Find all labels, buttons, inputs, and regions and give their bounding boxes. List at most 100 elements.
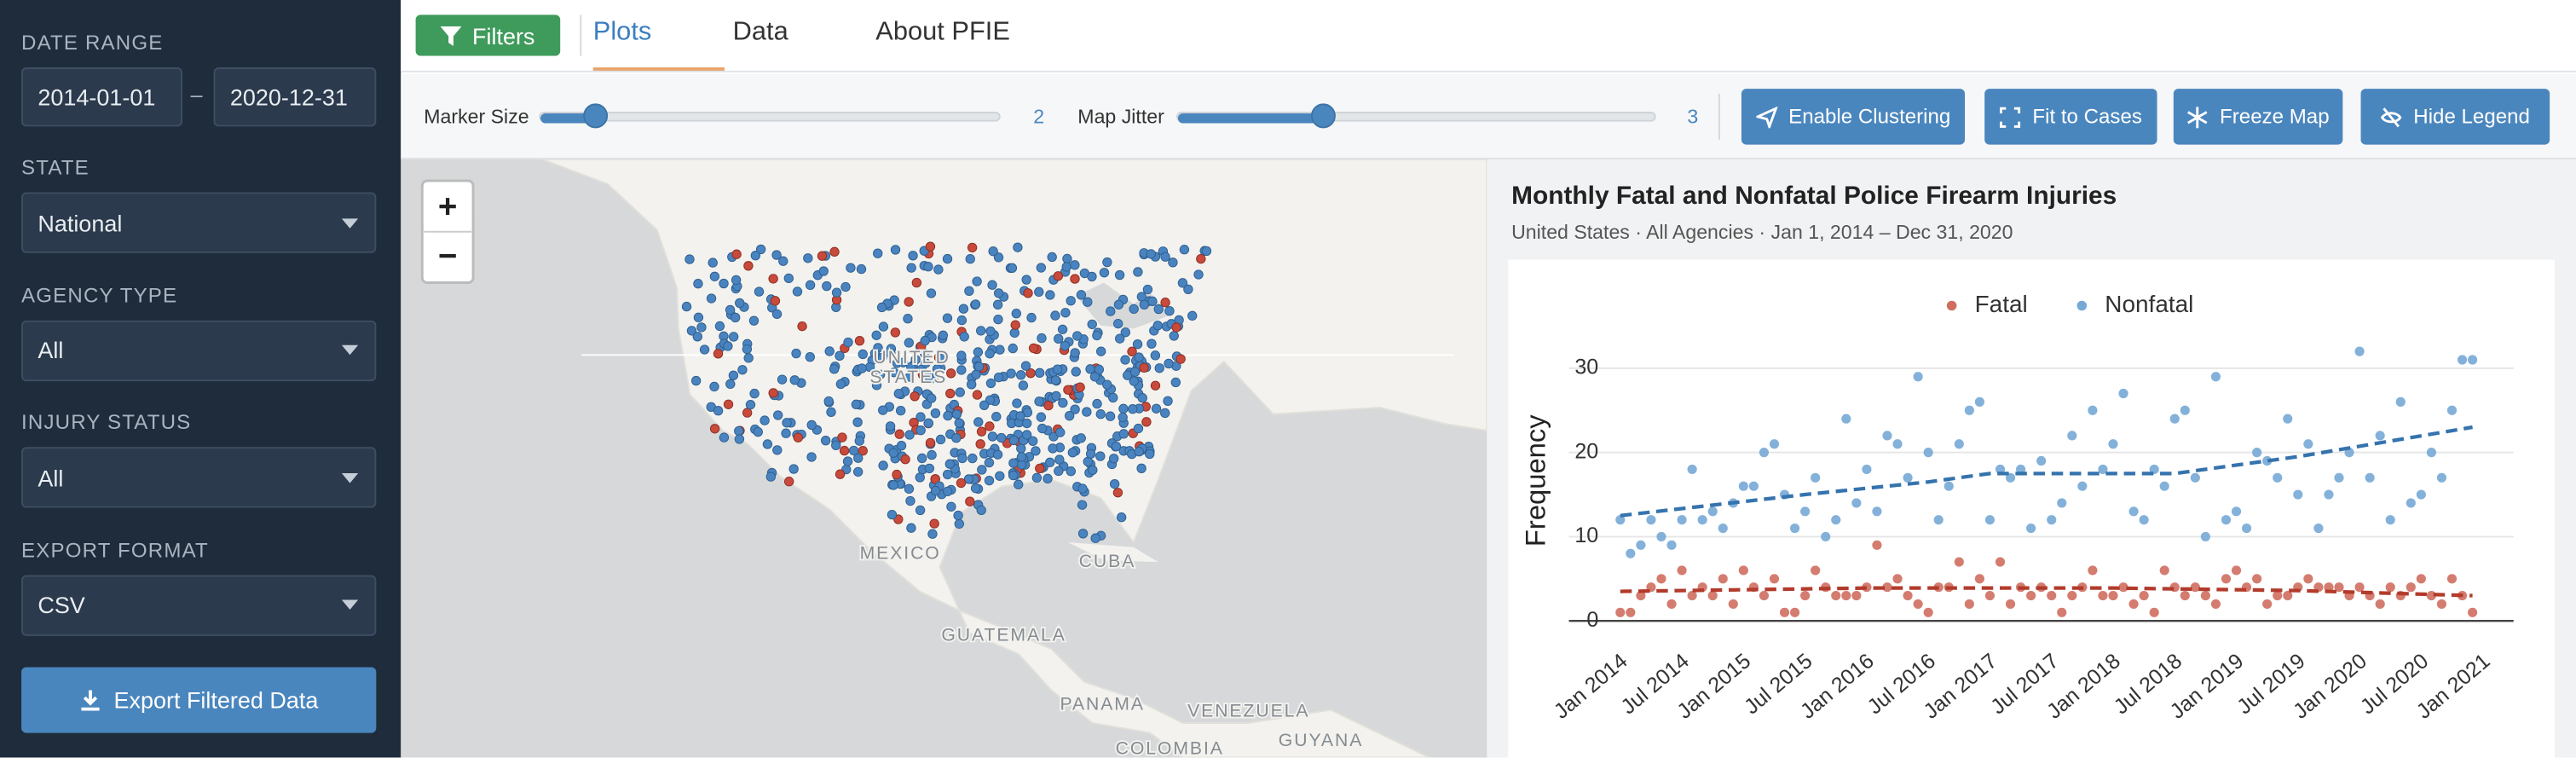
data-point: [2303, 439, 2313, 449]
case-marker: [1141, 417, 1152, 427]
y-axis-label: Frequency: [1520, 414, 1551, 547]
case-marker: [887, 509, 898, 520]
case-marker: [945, 368, 956, 379]
slider-handle[interactable]: [1310, 103, 1336, 129]
slider-label: Map Jitter: [1077, 105, 1164, 129]
case-marker: [1183, 284, 1193, 294]
map-button[interactable]: Enable Clustering: [1741, 89, 1966, 145]
data-point: [2375, 599, 2385, 610]
tab[interactable]: About PFIE: [875, 18, 1010, 46]
case-marker: [1071, 367, 1081, 377]
data-point: [2406, 498, 2416, 508]
case-marker: [1060, 308, 1071, 318]
case-marker: [1129, 304, 1139, 315]
data-point: [2057, 498, 2067, 508]
case-marker: [956, 315, 967, 326]
date-input[interactable]: 2014-01-01: [21, 67, 182, 127]
case-markers: [681, 241, 1212, 543]
slider-track: [1175, 112, 1656, 124]
case-marker: [923, 418, 933, 428]
field-label: EXPORT FORMAT: [21, 538, 209, 562]
data-point: [2190, 582, 2200, 593]
export-button[interactable]: Export Filtered Data: [21, 667, 377, 733]
case-marker: [1164, 306, 1175, 316]
case-marker: [951, 433, 962, 443]
case-marker: [854, 436, 864, 446]
select-box[interactable]: CSV: [21, 574, 377, 635]
case-marker: [871, 380, 882, 391]
data-point: [1882, 582, 1892, 593]
zoom-in[interactable]: +: [438, 188, 458, 225]
case-marker: [768, 388, 778, 398]
case-marker: [690, 375, 702, 386]
data-point: [2036, 455, 2047, 466]
case-marker: [791, 348, 801, 359]
case-marker: [1132, 339, 1143, 350]
select-box[interactable]: National: [21, 192, 377, 253]
tab[interactable]: Data: [732, 18, 788, 46]
case-marker: [852, 417, 863, 427]
case-marker: [1109, 478, 1120, 489]
select-box[interactable]: All: [21, 319, 377, 381]
map-button[interactable]: Hide Legend: [2360, 89, 2550, 145]
date-input[interactable]: 2020-12-31: [213, 67, 377, 127]
case-marker: [755, 244, 766, 255]
case-marker: [1120, 327, 1130, 338]
case-marker: [1066, 466, 1077, 477]
case-marker: [1129, 376, 1139, 386]
case-marker: [725, 379, 736, 390]
case-marker: [943, 486, 953, 497]
case-marker: [893, 388, 904, 399]
data-point: [2385, 515, 2395, 525]
case-marker: [984, 475, 995, 486]
case-marker: [750, 251, 761, 261]
case-marker: [973, 347, 984, 357]
case-marker: [743, 353, 754, 363]
y-tick-label: 0: [1586, 608, 1598, 632]
case-marker: [1054, 333, 1064, 344]
case-marker: [713, 406, 724, 416]
case-marker: [760, 415, 770, 425]
slider-fill: [1177, 113, 1326, 124]
button-icon: [2381, 107, 2402, 127]
filters-button[interactable]: Filters: [415, 14, 561, 56]
case-marker: [1090, 533, 1100, 543]
tab[interactable]: Plots: [592, 18, 652, 46]
case-marker: [926, 288, 937, 298]
case-marker: [1120, 355, 1130, 365]
case-marker: [956, 365, 967, 375]
chart-panel: Monthly Fatal and Nonfatal Police Firear…: [1487, 159, 2576, 758]
map-label: UNITED: [873, 348, 950, 367]
data-point: [1636, 540, 1646, 550]
map-button[interactable]: Fit to Cases: [1984, 89, 2157, 145]
data-point: [2128, 599, 2139, 610]
zoom-out[interactable]: −: [438, 238, 458, 275]
select-box[interactable]: All: [21, 447, 377, 508]
case-marker: [1094, 364, 1105, 375]
data-point: [2303, 574, 2313, 584]
case-marker: [1054, 466, 1064, 477]
data-point: [1615, 607, 1626, 617]
case-marker: [900, 454, 910, 465]
data-point: [1841, 414, 1851, 424]
case-marker: [904, 430, 915, 440]
case-marker: [835, 379, 846, 390]
case-marker: [904, 297, 914, 307]
case-marker: [706, 293, 717, 304]
slider-handle[interactable]: [583, 103, 609, 129]
case-marker: [1085, 448, 1096, 460]
case-marker: [1007, 263, 1018, 274]
case-marker: [1012, 398, 1022, 408]
case-marker: [1026, 312, 1037, 323]
data-point: [2149, 607, 2159, 617]
divider: [580, 14, 582, 56]
map-button[interactable]: Freeze Map: [2173, 89, 2343, 145]
case-marker: [1092, 330, 1102, 341]
case-marker: [1134, 447, 1144, 457]
data-point: [2088, 405, 2098, 415]
map-label: VENEZUELA: [1187, 701, 1309, 720]
case-marker: [877, 352, 887, 362]
case-marker: [869, 348, 881, 359]
case-marker: [1145, 448, 1155, 460]
case-marker: [875, 369, 886, 379]
